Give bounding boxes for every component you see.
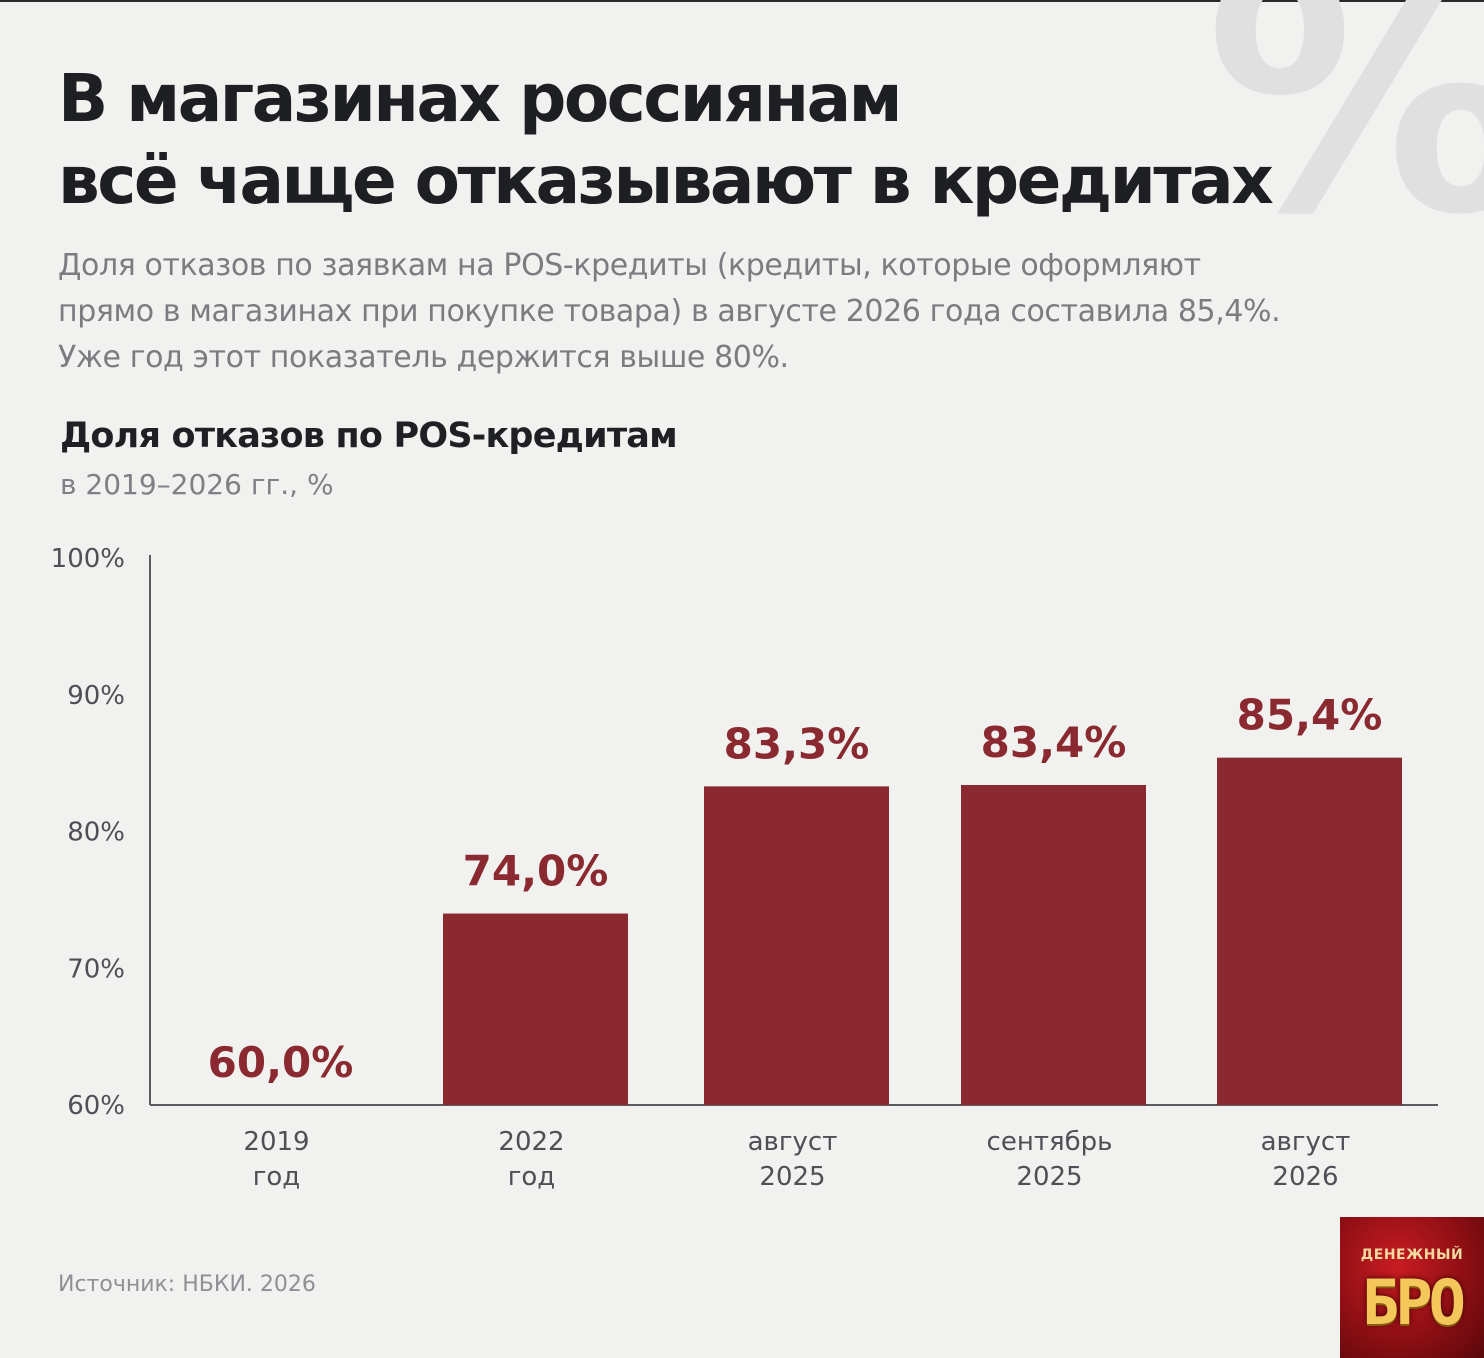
chart-subtitle: в 2019–2026 гг., % (60, 468, 334, 501)
bar (443, 913, 628, 1105)
bar (1217, 757, 1402, 1105)
source-note: Источник: НБКИ. 2026 (58, 1272, 316, 1297)
value-label: 85,4% (1237, 691, 1383, 740)
logo-top-text: ДЕНЕЖНЫЙ (1360, 1247, 1464, 1263)
chart-title: Доля отказов по POS-кредитам (60, 416, 678, 456)
value-label: 60,0% (208, 1038, 354, 1087)
category-labels: 2019 год 2022 год август 2025 сентябрь 2025 авгу… (243, 1127, 1350, 1192)
y-tick-label: 90% (67, 681, 125, 711)
category-label: год (253, 1162, 301, 1192)
category-label: 2022 (498, 1127, 564, 1157)
title-line-1: В магазинах россиянам (58, 60, 903, 137)
bar (961, 785, 1146, 1105)
category-label: август (748, 1127, 838, 1157)
category-label: 2019 (243, 1127, 309, 1157)
y-tick-labels: 100% 90% 80% 70% 60% (51, 544, 125, 1121)
category-label: год (508, 1162, 556, 1192)
bar (704, 786, 889, 1105)
category-label: 2025 (759, 1162, 825, 1192)
category-label: сентябрь (987, 1127, 1113, 1157)
brand-logo: ДЕНЕЖНЫЙ БРО (1340, 1217, 1484, 1358)
value-labels: 60,0% 74,0% 83,3% 83,4% 85,4% (208, 691, 1383, 1087)
category-label: август (1261, 1127, 1351, 1157)
value-label: 74,0% (463, 847, 609, 896)
value-label: 83,4% (981, 718, 1127, 767)
lead-line-1: Доля отказов по заявкам на POS-кредиты (… (58, 248, 1201, 283)
y-tick-label: 80% (67, 818, 125, 848)
y-tick-label: 100% (51, 544, 125, 574)
title-line-2: всё чаще отказывают в кредитах (58, 142, 1274, 219)
percent-watermark-icon: % (1205, 0, 1484, 260)
lead-paragraph: Доля отказов по заявкам на POS-кредиты (… (58, 243, 1388, 381)
value-label: 83,3% (724, 719, 870, 768)
bars (443, 757, 1402, 1105)
category-label: 2026 (1272, 1162, 1338, 1192)
y-tick-label: 70% (67, 954, 125, 984)
top-rule (0, 0, 1484, 2)
logo-main-text: БРО (1362, 1266, 1466, 1339)
y-tick-label: 60% (67, 1091, 125, 1121)
page-title: В магазинах россиянам всё чаще отказываю… (58, 58, 1358, 222)
lead-line-2: прямо в магазинах при покупке товара) в … (58, 294, 1281, 329)
lead-line-3: Уже год этот показатель держится выше 80… (58, 340, 789, 375)
category-label: 2025 (1016, 1162, 1082, 1192)
